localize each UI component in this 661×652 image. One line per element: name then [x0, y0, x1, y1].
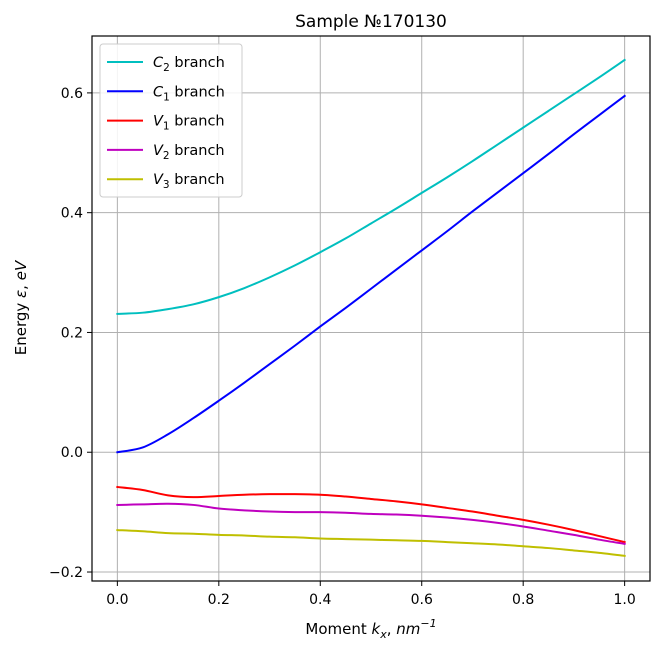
- series-line-5: [116, 529, 626, 557]
- x-axis-label: Moment kx, nm−1: [305, 617, 436, 641]
- y-tick-label: 0.2: [61, 325, 83, 341]
- legend-symbol: V: [153, 114, 164, 130]
- y-axis-label: Energy ε, eV: [12, 259, 30, 355]
- axis-ticks: 0.0 0.2 0.4 0.6 0.8 1.0 −0.2 0.0 0.2 0.4 0.6: [49, 86, 636, 608]
- chart-title: Sample №170130: [295, 12, 447, 32]
- x-tick-label: 0.2: [208, 592, 230, 608]
- legend-symbol: V: [153, 172, 164, 188]
- plot-frame: [91, 35, 651, 582]
- x-axis-label-symbol: k: [372, 620, 382, 638]
- x-tick-label: 1.0: [614, 592, 636, 608]
- legend-symbol: V: [153, 143, 164, 159]
- series-line-4: [116, 502, 626, 546]
- legend-text: branch: [170, 143, 225, 159]
- x-tick-label: 0.6: [411, 592, 433, 608]
- y-tick-label: 0.0: [61, 445, 83, 461]
- x-axis-label-subscript: x: [379, 628, 387, 641]
- legend-text: branch: [170, 84, 225, 100]
- plot-series: [116, 58, 627, 557]
- x-tick-label: 0.4: [309, 592, 331, 608]
- legend-label: V1 branch: [153, 114, 225, 133]
- series-line-3: [116, 485, 626, 544]
- legend-label: V2 branch: [153, 143, 225, 162]
- legend-symbol: C: [153, 55, 164, 71]
- series-line-2: [116, 94, 627, 454]
- legend-subscript: 2: [163, 62, 170, 74]
- legend-label: C1 branch: [153, 84, 225, 103]
- y-axis-label-prefix: Energy: [12, 298, 30, 355]
- legend-text: branch: [170, 172, 225, 188]
- legend-label: V3 branch: [153, 172, 225, 191]
- y-tick-label: 0.4: [61, 206, 83, 222]
- y-axis-label-unit: eV: [12, 259, 30, 280]
- y-tick-label: −0.2: [49, 565, 83, 581]
- legend-text: branch: [170, 55, 225, 71]
- legend-symbol: C: [153, 84, 164, 100]
- series-line-1: [116, 58, 627, 315]
- legend-subscript: 3: [163, 179, 170, 191]
- legend-subscript: 2: [163, 150, 170, 162]
- x-axis-label-unit: nm: [396, 620, 420, 638]
- y-tick-label: 0.6: [61, 86, 83, 102]
- legend-label: C2 branch: [153, 55, 225, 74]
- legend-box: [99, 43, 243, 198]
- legend-text: branch: [170, 114, 225, 130]
- y-axis-label-symbol: ε: [12, 290, 30, 298]
- legend-subscript: 1: [163, 91, 170, 103]
- y-axis-label-separator: ,: [12, 280, 30, 290]
- x-axis-label-superscript: −1: [420, 617, 436, 630]
- x-tick-label: 0.8: [512, 592, 534, 608]
- x-axis-label-prefix: Moment: [305, 620, 371, 638]
- x-tick-label: 0.0: [106, 592, 128, 608]
- x-axis-label-separator: ,: [387, 620, 397, 638]
- legend-subscript: 1: [163, 121, 170, 133]
